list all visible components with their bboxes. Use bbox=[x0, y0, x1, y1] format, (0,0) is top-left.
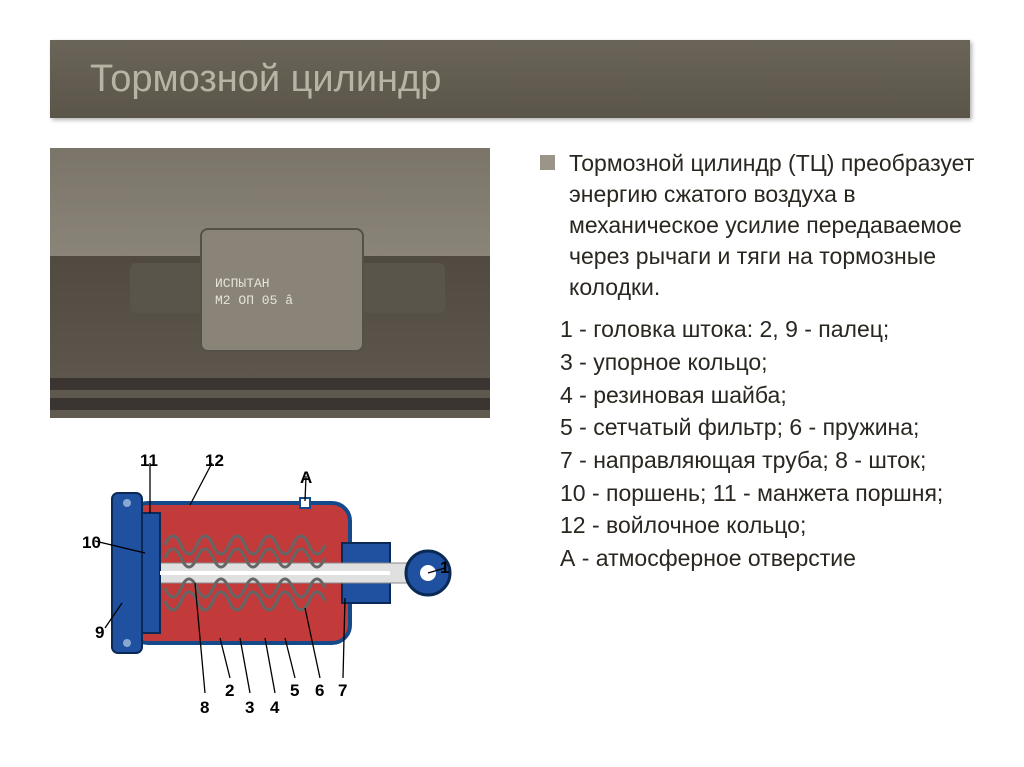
diagram-callout-label: 11 bbox=[140, 451, 158, 471]
diagram-callout-label: 2 bbox=[225, 681, 234, 701]
legend-line: 1 - головка штока: 2, 9 - палец; bbox=[560, 313, 984, 346]
bullet-marker-icon bbox=[540, 155, 555, 170]
diagram-svg bbox=[50, 443, 480, 723]
diagram-callout-label: 6 bbox=[315, 681, 324, 701]
paragraph-text: Тормозной цилиндр (ТЦ) преобразует энерг… bbox=[569, 148, 984, 303]
content-area: ИСПЫТАН М2 ОП 05 â bbox=[0, 118, 1024, 723]
photo-cylinder-end bbox=[355, 263, 445, 313]
brake-cylinder-photo: ИСПЫТАН М2 ОП 05 â bbox=[50, 148, 490, 418]
photo-marking-line: ИСПЫТАН bbox=[215, 276, 270, 291]
diagram-callout-label: 5 bbox=[290, 681, 299, 701]
diagram-callout-label: 9 bbox=[95, 623, 104, 643]
diagram-callout-label: 10 bbox=[82, 533, 101, 553]
photo-marking-line: М2 ОП 05 â bbox=[215, 293, 293, 308]
left-column: ИСПЫТАН М2 ОП 05 â bbox=[50, 148, 520, 723]
photo-rail bbox=[50, 398, 490, 410]
slide-title: Тормозной цилиндр bbox=[90, 58, 441, 101]
photo-cylinder-end bbox=[130, 263, 205, 313]
photo-rail bbox=[50, 378, 490, 390]
legend-line: 4 - резиновая шайба; bbox=[560, 379, 984, 412]
diagram-callout-label: А bbox=[300, 468, 312, 488]
legend-line: 12 - войлочное кольцо; bbox=[560, 509, 984, 542]
diagram-callout-label: 1 bbox=[440, 558, 449, 578]
legend-block: 1 - головка штока: 2, 9 - палец;3 - упор… bbox=[540, 313, 984, 574]
diagram-callout-label: 3 bbox=[245, 698, 254, 718]
photo-cylinder-marking: ИСПЫТАН М2 ОП 05 â bbox=[215, 276, 293, 310]
slide-root: Тормозной цилиндр ИСПЫТАН М2 ОП 05 â bbox=[0, 40, 1024, 767]
legend-line: 5 - сетчатый фильтр; 6 - пружина; bbox=[560, 411, 984, 444]
diagram-callout-label: 7 bbox=[338, 681, 347, 701]
diagram-callout-label: 4 bbox=[270, 698, 279, 718]
paragraph-block: Тормозной цилиндр (ТЦ) преобразует энерг… bbox=[540, 148, 984, 303]
legend-line: А - атмосферное отверстие bbox=[560, 542, 984, 575]
right-column: Тормозной цилиндр (ТЦ) преобразует энерг… bbox=[520, 148, 984, 723]
diagram-callout-label: 8 bbox=[200, 698, 209, 718]
legend-line: 3 - упорное кольцо; bbox=[560, 346, 984, 379]
title-bar: Тормозной цилиндр bbox=[50, 40, 970, 118]
legend-line: 7 - направляющая труба; 8 - шток; bbox=[560, 444, 984, 477]
legend-line: 10 - поршень; 11 - манжета поршня; bbox=[560, 477, 984, 510]
diagram-callout-label: 12 bbox=[205, 451, 224, 471]
brake-cylinder-diagram: 123456789101112А bbox=[50, 443, 480, 723]
